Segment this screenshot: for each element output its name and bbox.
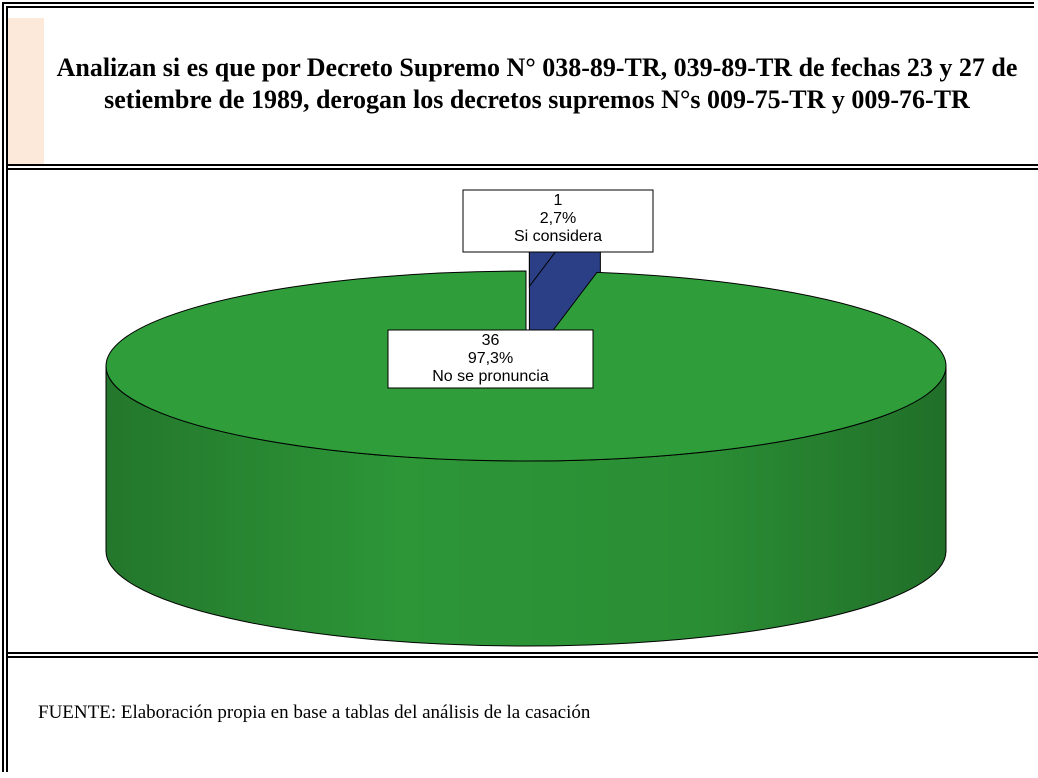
chart-title: Analizan si es que por Decreto Supremo N… [56, 53, 1018, 114]
chart-cell: 1 2,7% Si considera 36 97,3% No se pronuncia [8, 170, 1038, 658]
data-label-percent: 2,7% [540, 210, 576, 227]
data-label-category: Si considera [514, 228, 602, 245]
pie-side-shade [106, 366, 946, 646]
data-label-box [387, 329, 594, 389]
data-label-category: No se pronuncia [432, 368, 549, 385]
data-label-percent: 97,3% [468, 350, 513, 367]
data-label-box [462, 189, 654, 253]
title-strip [8, 18, 44, 164]
title-cell: Analizan si es que por Decreto Supremo N… [8, 8, 1038, 170]
source-note: FUENTE: Elaboración propia en base a tab… [38, 702, 591, 723]
data-label-count: 1 [554, 192, 563, 209]
footer-cell: FUENTE: Elaboración propia en base a tab… [8, 658, 1038, 778]
data-label-count: 36 [482, 332, 500, 349]
